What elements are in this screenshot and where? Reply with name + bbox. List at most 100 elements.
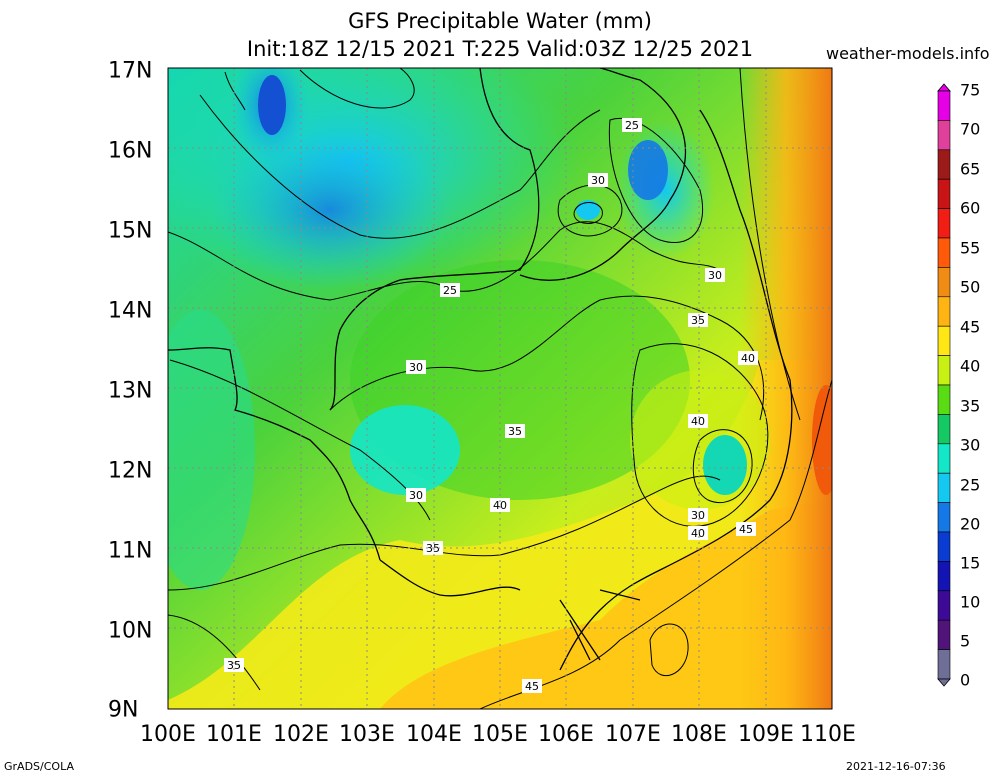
lon-label: 104E (406, 722, 462, 747)
chart-subtitle: Init:18Z 12/15 2021 T:225 Valid:03Z 12/2… (246, 37, 754, 61)
svg-text:40: 40 (691, 415, 705, 428)
colorbar-bottom-arrow (937, 678, 951, 687)
lat-label: 9N (108, 697, 139, 723)
svg-text:40: 40 (691, 527, 705, 540)
colorbar-swatch (937, 178, 951, 209)
colorbar-swatch (937, 149, 951, 180)
contour-label: 30 (406, 488, 426, 502)
colorbar-tick: 60 (960, 198, 981, 218)
colorbar-tick: 15 (960, 553, 981, 573)
colorbar-swatch (937, 325, 951, 356)
lon-label: 101E (206, 722, 262, 747)
contour-label: 40 (688, 414, 708, 428)
contour-label: 40 (490, 498, 510, 512)
colorbar-tick: 40 (960, 356, 981, 376)
svg-text:30: 30 (591, 174, 605, 187)
colorbar-swatch (937, 237, 951, 268)
colorbar-tick: 55 (960, 238, 981, 258)
colorbar-tick: 70 (960, 119, 981, 139)
footer-software: GrADS/COLA (4, 760, 74, 773)
colorbar-tick: 20 (960, 514, 981, 534)
lon-label: 109E (738, 722, 794, 747)
coastlines (168, 68, 793, 671)
lat-label: 15N (108, 218, 153, 244)
footer-timestamp: 2021-12-16-07:36 (846, 760, 946, 773)
svg-text:40: 40 (741, 352, 755, 365)
colorbar-tick: 65 (960, 159, 981, 179)
lon-label: 105E (472, 722, 528, 747)
contour-label: 40 (738, 351, 758, 365)
colorbar-top-arrow (937, 83, 951, 92)
svg-text:30: 30 (409, 361, 423, 374)
colorbar-tick: 0 (960, 670, 971, 690)
colorbar-tick: 25 (960, 475, 981, 495)
lon-label: 100E (140, 722, 196, 747)
field-shading: 25 30 25 30 35 40 30 30 40 35 40 30 35 4… (168, 68, 832, 709)
colorbar-tick: 30 (960, 435, 981, 455)
contour-label: 35 (505, 424, 525, 438)
contour-label: 45 (522, 679, 542, 693)
lat-label: 14N (108, 298, 153, 324)
lat-label: 11N (108, 538, 153, 564)
lat-label: 10N (108, 618, 153, 644)
contour-label-group: 25 30 25 30 35 40 30 30 40 35 40 30 35 4… (224, 118, 758, 693)
contour-label: 25 (440, 283, 460, 297)
lon-label: 110E (800, 722, 856, 747)
chart-title: GFS Precipitable Water (mm) (348, 9, 652, 33)
colorbar-swatch (937, 531, 951, 562)
svg-text:45: 45 (739, 523, 753, 536)
colorbar-swatch (937, 590, 951, 621)
svg-text:30: 30 (409, 489, 423, 502)
colorbar-tick: 45 (960, 317, 981, 337)
colorbar-tick: 10 (960, 592, 981, 612)
colorbar-swatch (937, 208, 951, 239)
contour-lines (168, 68, 832, 709)
lon-label: 108E (671, 722, 727, 747)
svg-text:25: 25 (625, 119, 639, 132)
colorbar-swatch (937, 472, 951, 503)
svg-text:40: 40 (493, 499, 507, 512)
lon-label: 102E (273, 722, 329, 747)
colorbar-swatch (937, 414, 951, 445)
contour-label: 35 (688, 313, 708, 327)
site-label: weather-models.info (826, 44, 990, 63)
lat-label: 13N (108, 378, 153, 404)
colorbar-swatch (937, 90, 951, 121)
lon-label: 103E (339, 722, 395, 747)
svg-text:35: 35 (508, 425, 522, 438)
lon-label: 106E (538, 722, 594, 747)
colorbar (937, 83, 951, 687)
grid-lines (168, 68, 832, 709)
lat-label: 17N (108, 58, 153, 84)
colorbar-swatch (937, 355, 951, 386)
contour-label: 35 (224, 658, 244, 672)
colorbar-swatch (937, 619, 951, 650)
colorbar-swatch (937, 502, 951, 533)
colorbar-tick: 75 (960, 80, 981, 100)
lon-label: 107E (605, 722, 661, 747)
contour-label: 30 (406, 360, 426, 374)
contour-label: 30 (688, 508, 708, 522)
colorbar-tick: 5 (960, 631, 971, 651)
colorbar-swatch (937, 120, 951, 151)
lat-label: 12N (108, 458, 153, 484)
lat-label: 16N (108, 138, 153, 164)
contour-label: 30 (705, 268, 725, 282)
colorbar-tick: 35 (960, 396, 981, 416)
svg-text:35: 35 (227, 659, 241, 672)
svg-text:35: 35 (691, 314, 705, 327)
contour-label: 25 (622, 118, 642, 132)
plot-frame (167, 67, 833, 710)
contour-label: 40 (688, 526, 708, 540)
svg-text:30: 30 (708, 269, 722, 282)
colorbar-swatch (937, 384, 951, 415)
svg-text:30: 30 (691, 509, 705, 522)
colorbar-swatch (937, 561, 951, 592)
colorbar-swatch (937, 649, 951, 680)
colorbar-swatch (937, 296, 951, 327)
colorbar-swatch (937, 267, 951, 298)
svg-text:25: 25 (443, 284, 457, 297)
contour-label: 30 (588, 173, 608, 187)
colorbar-swatch (937, 443, 951, 474)
